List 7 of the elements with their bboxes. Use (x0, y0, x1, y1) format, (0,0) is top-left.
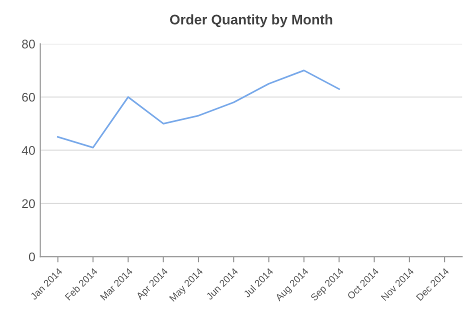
y-tick-label: 40 (22, 146, 35, 155)
line-series (57, 70, 340, 148)
y-tick-label: 20 (22, 199, 35, 208)
y-tick-label: 80 (22, 40, 35, 48)
y-tick-label: 0 (28, 252, 35, 262)
chart-title: Order Quantity by Month (170, 14, 332, 28)
y-tick-label: 60 (22, 92, 35, 102)
